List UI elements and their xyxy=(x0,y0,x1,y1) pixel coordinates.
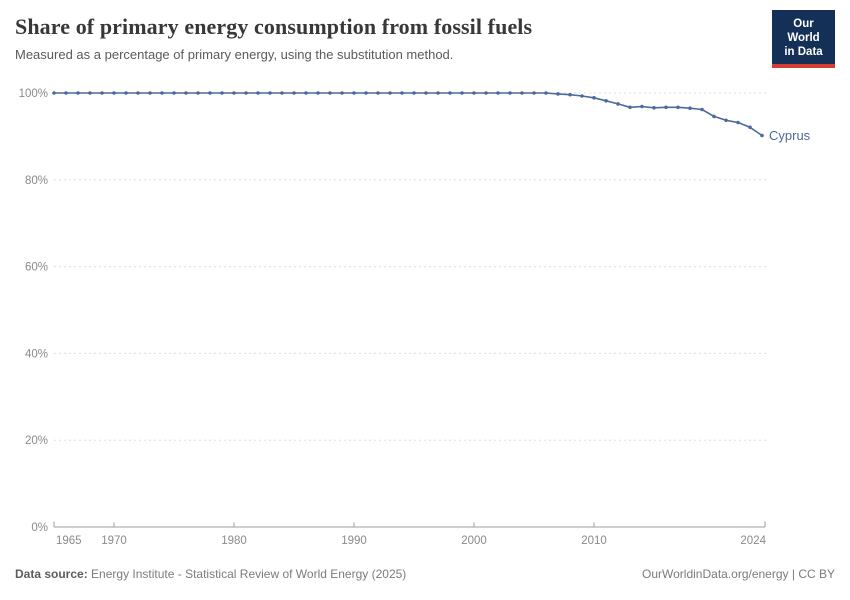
series-line-cyprus[interactable] xyxy=(53,92,763,137)
data-point[interactable] xyxy=(616,102,620,106)
data-point[interactable] xyxy=(340,91,344,95)
data-point[interactable] xyxy=(484,91,488,95)
data-point[interactable] xyxy=(388,91,392,95)
data-point[interactable] xyxy=(292,91,296,95)
chart-header: Share of primary energy consumption from… xyxy=(15,14,755,62)
data-point[interactable] xyxy=(748,125,752,130)
x-tick-label: 2010 xyxy=(581,535,607,547)
owid-logo-line2: in Data xyxy=(784,46,823,58)
data-point[interactable] xyxy=(328,91,332,95)
data-point[interactable] xyxy=(760,133,764,138)
data-point[interactable] xyxy=(580,94,584,98)
series-points[interactable] xyxy=(52,91,764,138)
data-point[interactable] xyxy=(76,91,80,95)
data-point[interactable] xyxy=(244,91,248,95)
data-point[interactable] xyxy=(124,91,128,95)
data-point[interactable] xyxy=(304,91,308,95)
data-point[interactable] xyxy=(448,91,452,95)
data-source-value: Energy Institute - Statistical Review of… xyxy=(91,567,407,581)
y-tick-label: 100% xyxy=(19,88,48,100)
data-point[interactable] xyxy=(508,91,512,95)
owid-logo: Our World in Data xyxy=(772,10,835,68)
data-point[interactable] xyxy=(352,91,356,95)
y-tick-label: 40% xyxy=(25,348,48,360)
data-point[interactable] xyxy=(412,91,416,95)
data-point[interactable] xyxy=(376,91,380,95)
data-point[interactable] xyxy=(280,91,284,95)
data-point[interactable] xyxy=(208,91,212,95)
data-point[interactable] xyxy=(172,91,176,95)
data-point[interactable] xyxy=(100,91,104,95)
x-tick-label: 1970 xyxy=(101,535,127,547)
data-point[interactable] xyxy=(472,91,476,95)
data-point[interactable] xyxy=(724,118,728,123)
data-point[interactable] xyxy=(424,91,428,95)
x-tick-label: 1965 xyxy=(56,535,82,547)
data-point[interactable] xyxy=(664,105,668,110)
data-point[interactable] xyxy=(676,105,680,110)
data-point[interactable] xyxy=(364,91,368,95)
data-point[interactable] xyxy=(544,91,548,95)
data-point[interactable] xyxy=(712,114,716,119)
data-point[interactable] xyxy=(628,105,632,110)
data-point[interactable] xyxy=(196,91,200,95)
data-point[interactable] xyxy=(652,106,656,110)
data-point[interactable] xyxy=(736,120,740,125)
data-point[interactable] xyxy=(604,99,608,103)
owid-logo-line1: Our World xyxy=(787,18,820,44)
y-tick-label: 60% xyxy=(25,262,48,274)
data-point[interactable] xyxy=(556,92,560,96)
data-point[interactable] xyxy=(688,106,692,110)
data-point[interactable] xyxy=(592,96,596,100)
y-gridlines xyxy=(54,92,766,528)
data-point[interactable] xyxy=(148,91,152,95)
data-point[interactable] xyxy=(64,91,68,95)
credit-link[interactable]: OurWorldinData.org/energy | CC BY xyxy=(642,567,835,581)
data-point[interactable] xyxy=(160,91,164,95)
data-point[interactable] xyxy=(220,91,224,95)
x-axis-ticks xyxy=(53,521,766,527)
chart-subtitle: Measured as a percentage of primary ener… xyxy=(15,47,454,62)
chart-footer: Data source: Energy Institute - Statisti… xyxy=(15,567,835,581)
data-point[interactable] xyxy=(532,91,536,95)
data-point[interactable] xyxy=(316,91,320,95)
data-point[interactable] xyxy=(520,91,524,95)
data-point[interactable] xyxy=(700,107,704,112)
data-point[interactable] xyxy=(184,91,188,95)
data-point[interactable] xyxy=(460,91,464,95)
x-tick-label: 2024 xyxy=(740,535,766,547)
data-point[interactable] xyxy=(136,91,140,95)
data-point[interactable] xyxy=(268,91,272,95)
y-tick-label: 0% xyxy=(31,522,48,534)
data-source-text: Data source: Energy Institute - Statisti… xyxy=(15,567,406,581)
x-tick-label: 2000 xyxy=(461,535,487,547)
y-axis-labels: 0% 20% 40% 60% 80% 100% xyxy=(19,88,48,534)
data-point[interactable] xyxy=(88,91,92,95)
series-label-cyprus[interactable]: Cyprus xyxy=(769,128,811,143)
x-tick-label: 1980 xyxy=(221,535,247,547)
y-tick-label: 20% xyxy=(25,435,48,447)
data-point[interactable] xyxy=(232,91,236,95)
y-tick-label: 80% xyxy=(25,175,48,187)
data-point[interactable] xyxy=(496,91,500,95)
data-point[interactable] xyxy=(436,91,440,95)
data-point[interactable] xyxy=(400,91,404,95)
data-point[interactable] xyxy=(256,91,260,95)
x-tick-label: 1990 xyxy=(341,535,367,547)
page-title: Share of primary energy consumption from… xyxy=(15,14,533,39)
data-point[interactable] xyxy=(112,91,116,95)
data-point[interactable] xyxy=(568,92,572,97)
data-source-label: Data source: xyxy=(15,567,88,581)
data-point[interactable] xyxy=(52,91,56,95)
x-axis-labels: 1965 1970 1980 1990 2000 2010 2024 xyxy=(56,535,767,547)
data-point[interactable] xyxy=(640,104,644,109)
